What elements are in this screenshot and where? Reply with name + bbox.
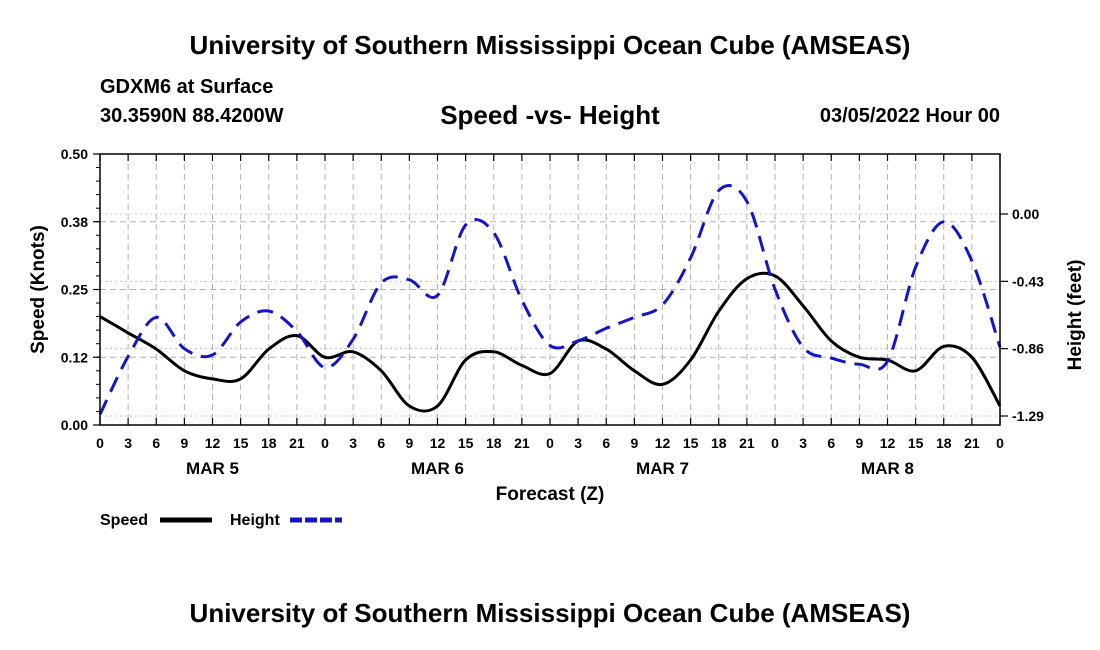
x-tick-label: 6 [377,435,385,451]
x-tick-label: 0 [321,435,329,451]
x-tick-label: 0 [546,435,554,451]
x-tick-label: 15 [233,435,249,451]
y-left-tick-label: 0.00 [61,417,88,433]
x-tick-label: 9 [405,435,413,451]
legend-speed-label: Speed [100,512,148,529]
x-tick-label: 21 [739,435,755,451]
x-tick-label: 9 [180,435,188,451]
x-tick-label: 12 [205,435,221,451]
x-tick-label: 3 [574,435,582,451]
series-line-height [98,184,1002,416]
x-tick-label: 21 [514,435,530,451]
x-tick-label: 3 [799,435,807,451]
x-axis-title: Forecast (Z) [496,484,605,505]
y-left-tick-label: 0.25 [61,282,88,298]
y-right-tick-label: -1.29 [1012,408,1044,424]
y-left-tick-label: 0.38 [61,214,88,230]
y-right-tick-label: -0.86 [1012,341,1044,357]
legend-height-label: Height [230,512,280,529]
x-day-label: MAR 5 [186,459,239,478]
x-tick-label: 6 [152,435,160,451]
series-line-speed [99,271,1002,413]
chart-subtitle: Speed -vs- Height [440,100,660,130]
y-axis-left-title: Speed (Knots) [28,225,49,354]
x-tick-label: 15 [908,435,924,451]
x-tick-label: 15 [683,435,699,451]
y-right-tick-label: -0.43 [1012,273,1044,289]
x-tick-label: 0 [96,435,104,451]
footer-title: University of Southern Mississippi Ocean… [189,598,911,628]
x-tick-label: 18 [486,435,502,451]
x-tick-label: 0 [771,435,779,451]
x-tick-label: 12 [430,435,446,451]
x-tick-label: 9 [855,435,863,451]
x-tick-label: 15 [458,435,474,451]
forecast-datetime: 03/05/2022 Hour 00 [819,105,1000,127]
station-label: GDXM6 at Surface [100,76,274,98]
axes: 0 3 6 9 12 15 18 21 0 3 6 9 12 15 18 21 0 3 6 9 12 15 18 21 0 3 6 9… [61,146,1044,478]
legend: Speed Height [100,512,342,529]
x-tick-label: 21 [289,435,305,451]
x-tick-label: 18 [711,435,727,451]
grid-lines [100,154,1000,425]
page-title: University of Southern Mississippi Ocean… [189,30,911,60]
x-tick-label: 3 [124,435,132,451]
y-left-tick-label: 0.12 [61,349,88,365]
x-tick-label: 6 [827,435,835,451]
y-right-tick-label: 0.00 [1012,206,1039,222]
x-tick-label: 12 [655,435,671,451]
x-tick-label: 21 [964,435,980,451]
x-day-label: MAR 6 [411,459,464,478]
x-day-label: MAR 7 [636,459,689,478]
x-tick-label: 3 [349,435,357,451]
x-day-label: MAR 8 [861,459,914,478]
series-lines [98,184,1002,416]
y-left-tick-label: 0.50 [61,146,88,162]
x-tick-label: 6 [602,435,610,451]
x-tick-label: 18 [261,435,277,451]
y-axis-right-title: Height (feet) [1065,260,1086,371]
x-tick-label: 9 [630,435,638,451]
x-tick-label: 0 [996,435,1004,451]
station-coordinates: 30.3590N 88.4200W [100,105,284,127]
x-tick-label: 18 [936,435,952,451]
x-tick-label: 12 [880,435,896,451]
